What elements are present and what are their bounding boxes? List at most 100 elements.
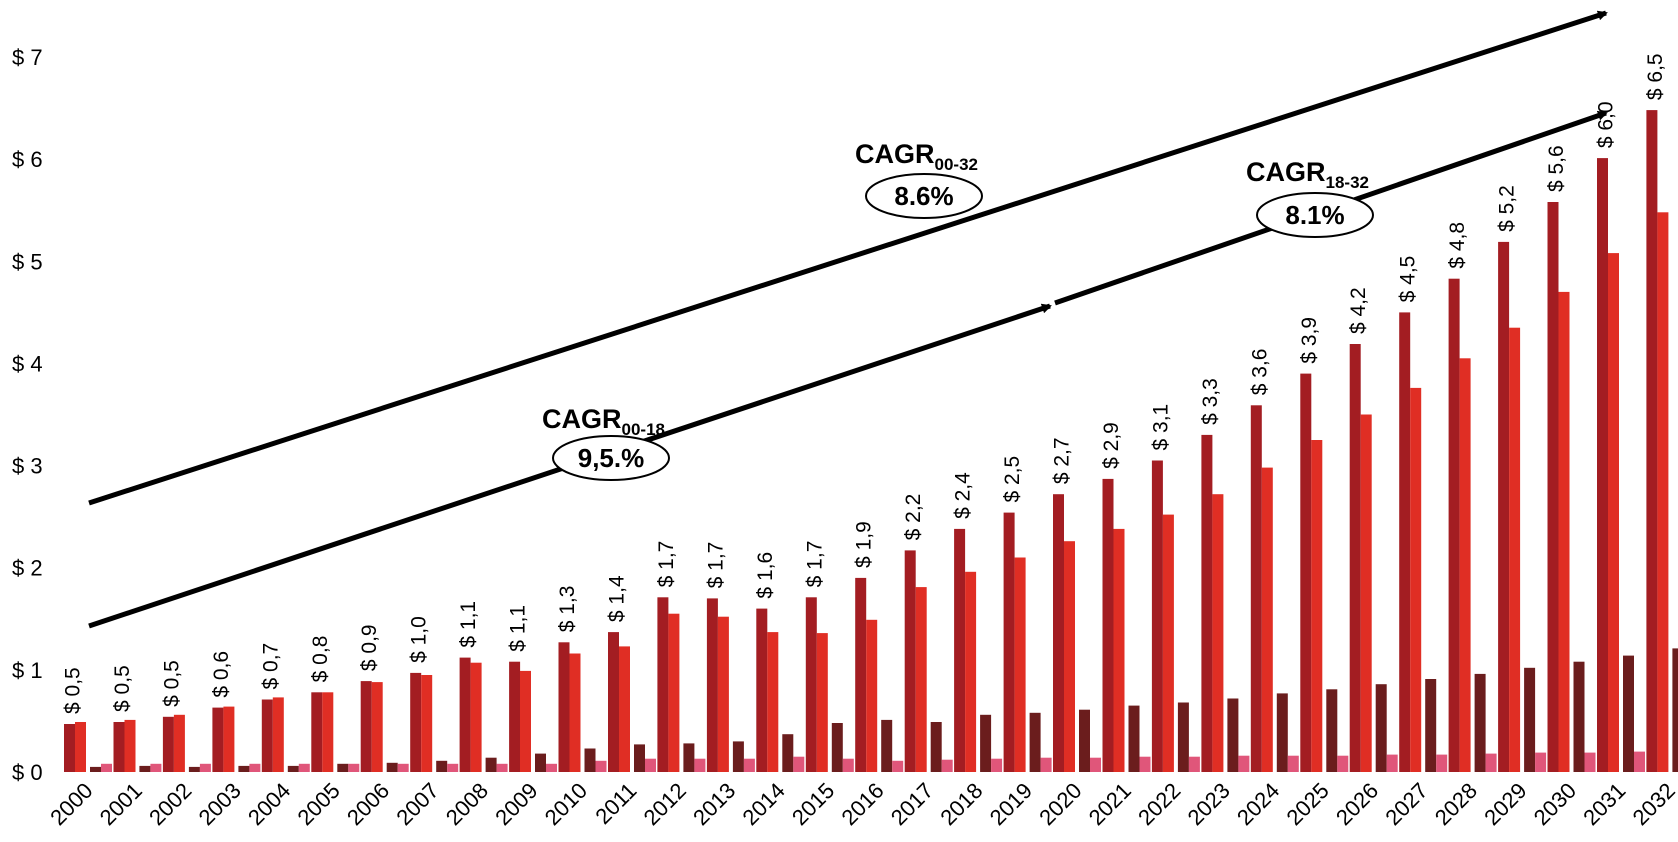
bar-series-3 <box>535 753 546 772</box>
x-tick-label: 2022 <box>1133 778 1185 830</box>
y-tick-label: $ 4 <box>12 351 43 376</box>
data-label: $ 5,2 <box>1496 185 1519 232</box>
x-tick-label: 2013 <box>688 778 740 830</box>
x-tick-label: 2002 <box>144 778 196 830</box>
cagr-annotation-00-18: CAGR00-18 9,5.% <box>542 404 670 481</box>
data-label: $ 1,9 <box>853 521 876 568</box>
bars <box>64 110 1678 773</box>
bar-series-1 <box>855 577 867 772</box>
bar-series-3 <box>238 765 250 772</box>
bar-series-1 <box>805 597 817 772</box>
bar-series-4 <box>150 763 162 772</box>
data-label: $ 4,2 <box>1347 287 1370 334</box>
bar-series-4 <box>1090 757 1101 772</box>
data-label: $ 3,9 <box>1298 317 1321 364</box>
bar-series-3 <box>1425 679 1437 772</box>
bar-series-2 <box>767 632 779 772</box>
bar-series-2 <box>1459 358 1471 772</box>
data-labels: $ 0,5 $ 0,5 $ 0,5 $ 0,6 $ 0,7 $ 0,8 $ 0,9 $ 1,0… <box>62 53 1667 714</box>
x-tick-label: 2028 <box>1430 778 1482 830</box>
bar-series-2 <box>569 653 581 772</box>
data-label: $ 1,6 <box>754 552 777 599</box>
bar-series-4 <box>645 758 656 772</box>
bar-series-1 <box>657 597 669 772</box>
x-tick-label: 2029 <box>1479 778 1531 830</box>
x-tick-label: 2018 <box>935 778 987 830</box>
data-label: $ 1,7 <box>803 541 826 588</box>
x-tick-label: 2011 <box>590 778 641 829</box>
bar-series-4 <box>595 760 607 772</box>
bar-series-2 <box>173 714 185 772</box>
y-tick-label: $ 6 <box>12 147 43 172</box>
bar-series-2 <box>75 722 86 772</box>
data-label: $ 0,5 <box>160 660 183 707</box>
bar-series-2 <box>1558 291 1570 772</box>
bar-series-2 <box>124 719 136 772</box>
bar-series-1 <box>1349 344 1361 772</box>
bar-series-2 <box>717 616 729 772</box>
x-tick-label: 2009 <box>490 778 542 830</box>
x-tick-label: 2021 <box>1084 778 1136 830</box>
bar-series-1 <box>509 661 521 772</box>
bar-series-2 <box>816 633 828 772</box>
svg-text:CAGR18-32: CAGR18-32 <box>1246 157 1369 192</box>
y-tick-label: $ 7 <box>12 45 43 70</box>
x-tick-label: 2006 <box>342 778 394 830</box>
x-tick-label: 2005 <box>292 778 344 830</box>
x-tick-label: 2014 <box>738 778 790 830</box>
x-tick-label: 2025 <box>1281 778 1333 830</box>
bar-series-3 <box>1177 702 1189 772</box>
bar-series-4 <box>348 763 360 772</box>
data-label: $ 2,5 <box>1001 456 1024 503</box>
bar-series-2 <box>1657 212 1669 773</box>
bar-series-3 <box>1375 684 1387 772</box>
data-label: $ 4,5 <box>1397 256 1420 303</box>
bar-series-1 <box>756 608 768 772</box>
bar-series-1 <box>608 632 619 772</box>
data-label: $ 0,7 <box>259 643 282 690</box>
bar-series-1 <box>162 716 174 772</box>
bar-series-1 <box>954 528 966 772</box>
bar-series-3 <box>782 734 794 772</box>
bar-series-2 <box>1162 514 1174 772</box>
bar-series-1 <box>1201 434 1213 772</box>
bar-series-4 <box>101 763 112 772</box>
cagr-annotation-18-32: CAGR18-32 8.1% <box>1246 157 1374 238</box>
trend-arrows <box>88 10 1608 629</box>
x-tick-label: 2017 <box>886 778 938 830</box>
x-tick-label: 2030 <box>1529 778 1581 830</box>
bar-series-4 <box>1139 756 1151 772</box>
bar-series-3 <box>386 762 398 772</box>
bar-series-2 <box>272 697 284 772</box>
bar-series-1 <box>113 722 125 772</box>
svg-text:8.1%: 8.1% <box>1285 200 1344 230</box>
bar-series-3 <box>1128 705 1140 772</box>
bar-series-1 <box>459 657 471 772</box>
bar-series-1 <box>410 672 422 772</box>
data-label: $ 1,3 <box>556 586 579 633</box>
bar-series-2 <box>668 613 680 772</box>
bar-series-4 <box>447 763 459 772</box>
data-label: $ 0,8 <box>309 636 332 683</box>
bar-series-3 <box>831 723 843 772</box>
bar-series-4 <box>694 758 706 772</box>
bar-series-3 <box>1029 712 1041 772</box>
bar-series-3 <box>1672 648 1678 772</box>
bar-series-2 <box>1311 440 1323 772</box>
cagr-badge-18-32 <box>1256 192 1374 238</box>
data-label: $ 2,4 <box>952 472 975 519</box>
bar-series-3 <box>1573 661 1585 772</box>
bar-series-2 <box>520 670 531 772</box>
bar-series-2 <box>619 646 630 772</box>
bar-series-2 <box>1113 528 1125 772</box>
bar-series-3 <box>436 760 448 772</box>
bar-series-1 <box>706 598 718 772</box>
bar-series-4 <box>1287 755 1299 772</box>
bar-series-2 <box>1360 414 1372 772</box>
bar-series-3 <box>634 744 645 772</box>
bar-series-2 <box>421 675 433 772</box>
data-label: $ 0,9 <box>358 624 381 671</box>
bar-series-4 <box>397 763 409 772</box>
trend-arrow-00-32 <box>88 10 1608 506</box>
